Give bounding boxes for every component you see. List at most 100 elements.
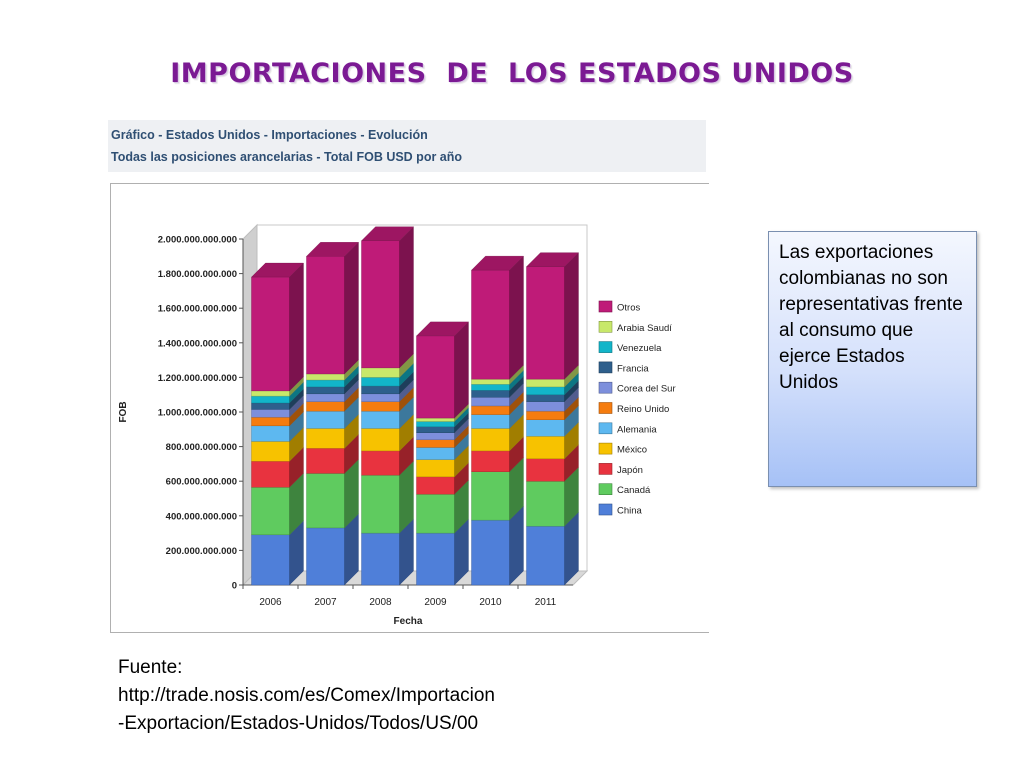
- bar-segment: [471, 405, 510, 415]
- y-tick-label: 0: [232, 581, 237, 592]
- stacked-bar-chart: 0 200.000.000.000 400.000.000.000 600.000.0…: [118, 223, 676, 627]
- bar-segment-side: [564, 252, 579, 380]
- bar-segment: [361, 393, 400, 402]
- source-url-line-2: -Exportacion/Estados-Unidos/Todos/US/00: [118, 713, 479, 734]
- bar-segment: [306, 379, 345, 388]
- legend-label: Japón: [617, 465, 643, 476]
- y-tick-label: 400.000.000.000: [166, 511, 237, 522]
- legend-label: Venezuela: [617, 343, 662, 354]
- bar-segment: [526, 436, 565, 459]
- bar-segment-side: [344, 241, 359, 375]
- bar-segment: [526, 386, 565, 395]
- legend-swatch: [598, 483, 613, 496]
- legend-swatch: [598, 341, 613, 353]
- x-tick-label: 2007: [314, 597, 337, 608]
- y-tick-label: 1.400.000.000.000: [158, 338, 237, 349]
- slide-title: IMPORTACIONES DE LOS ESTADOS UNIDOS: [170, 58, 854, 89]
- legend-label: Reino Unido: [617, 404, 669, 415]
- bar-segment: [361, 410, 400, 429]
- y-tick-label: 1.800.000.000.000: [158, 269, 237, 280]
- bar-segment: [306, 256, 345, 375]
- legend-swatch: [598, 503, 613, 516]
- bar-segment: [251, 390, 290, 397]
- bar-segment: [361, 450, 400, 476]
- bar-segment: [471, 390, 510, 398]
- legend-swatch: [598, 402, 613, 414]
- bar-segment: [526, 401, 565, 412]
- bar-segment: [526, 525, 565, 586]
- bar-segment: [361, 377, 400, 387]
- legend-label: México: [617, 445, 647, 456]
- bar-segment: [306, 527, 345, 586]
- y-tick-label: 600.000.000.000: [166, 477, 237, 488]
- legend-swatch: [598, 300, 613, 313]
- legend-swatch: [598, 361, 613, 374]
- bar-segment: [306, 386, 345, 395]
- bar-segment: [361, 532, 400, 586]
- y-tick-label: 2.000.000.000.000: [158, 235, 237, 246]
- legend-swatch: [598, 442, 613, 455]
- bar-top: [251, 262, 304, 278]
- legend-swatch: [598, 381, 613, 394]
- bar-segment: [416, 421, 455, 427]
- bar-segment: [471, 378, 510, 385]
- y-tick-label: 200.000.000.000: [166, 546, 237, 557]
- bar-segment: [471, 384, 510, 391]
- bar-segment: [251, 416, 290, 427]
- bar-segment: [306, 410, 345, 429]
- legend-swatch: [598, 463, 613, 475]
- bar-segment: [416, 432, 455, 440]
- bar-segment: [471, 414, 510, 429]
- bar-top: [306, 242, 359, 257]
- bar-top: [361, 226, 414, 241]
- bar-stack-2006: [251, 262, 304, 586]
- chart-header: Gráfico - Estados Unidos - Importaciones…: [108, 120, 706, 172]
- y-tick-label: 1.600.000.000.000: [158, 304, 237, 315]
- bar-segment: [526, 378, 565, 388]
- legend-swatch: [598, 422, 613, 435]
- bar-segment: [526, 410, 565, 420]
- bar-segment: [471, 471, 510, 521]
- bar-segment: [416, 476, 455, 495]
- bar-segment: [251, 461, 290, 488]
- bar-segment-side: [289, 262, 304, 392]
- bar-segment: [361, 367, 400, 378]
- bar-segment: [526, 394, 565, 402]
- x-tick-label: 2006: [259, 597, 282, 608]
- chart-header-subtitle: Todas las posiciones arancelarias - Tota…: [111, 150, 463, 164]
- source-citation: Fuente: http://trade.nosis.com/es/Comex/…: [118, 654, 495, 738]
- bar-segment: [251, 409, 290, 418]
- bar-segment: [416, 417, 455, 422]
- bar-segment: [526, 481, 565, 527]
- y-tick-label: 1.000.000.000.000: [158, 408, 237, 419]
- bar-segment: [306, 401, 345, 412]
- bar-segment: [306, 428, 345, 449]
- bar-stack-2007: [306, 241, 359, 586]
- bar-segment: [471, 269, 510, 380]
- bar-segment: [251, 402, 290, 410]
- bar-segment: [526, 419, 565, 437]
- bar-segment: [361, 240, 400, 369]
- bar-segment: [306, 473, 345, 529]
- bar-segment: [526, 266, 565, 380]
- bar-segment: [416, 493, 455, 534]
- note-text: Las exportaciones colombianas no son rep…: [779, 242, 963, 393]
- bar-top: [471, 255, 524, 271]
- legend-label: Corea del Sur: [617, 384, 676, 395]
- bar-segment: [251, 276, 290, 392]
- bar-segment: [361, 428, 400, 452]
- bar-stack-2009: [416, 321, 469, 586]
- source-label: Fuente:: [118, 657, 183, 678]
- y-tick-label: 1.200.000.000.000: [158, 373, 237, 384]
- bar-segment-side: [509, 255, 524, 380]
- bar-segment: [251, 395, 290, 404]
- bar-stack-2011: [526, 252, 579, 586]
- bar-segment: [471, 450, 510, 472]
- legend-label: Otros: [617, 303, 640, 314]
- bar-segment: [416, 447, 455, 460]
- chart-frame: 0 200.000.000.000 400.000.000.000 600.000.0…: [110, 183, 709, 633]
- bar-segment: [416, 532, 455, 586]
- bar-segment-side: [454, 321, 469, 419]
- x-tick-label: 2010: [479, 597, 502, 608]
- bar-stack-2010: [471, 255, 524, 586]
